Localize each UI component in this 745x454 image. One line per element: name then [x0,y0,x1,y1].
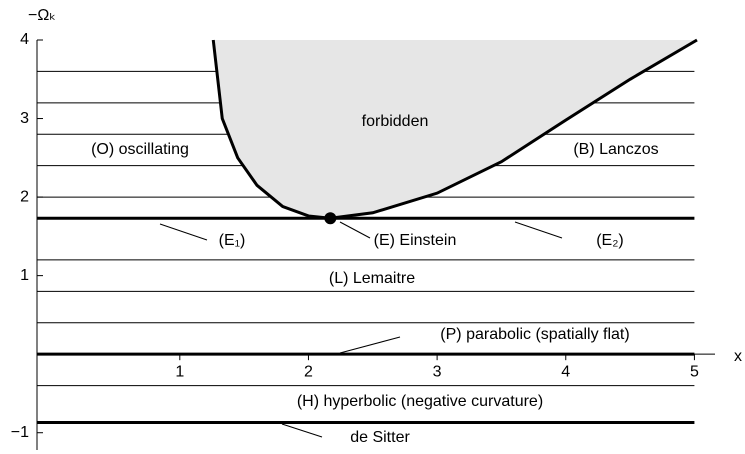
annotation-pointer [514,221,563,239]
x-tick-label: 1 [175,363,184,380]
y-tick-label: 1 [20,267,29,284]
forbidden-region [213,40,697,219]
x-tick-label: 2 [304,363,313,380]
annotation: (P) parabolic (spatially flat) [440,326,629,343]
annotation: (E₂) [596,232,624,249]
annotation-pointer [339,221,371,239]
x-axis-label: x [734,348,742,365]
y-axis-label: −Ωₖ [28,7,56,24]
annotation: (B) Lanczos [573,141,658,158]
y-tick-label: 3 [20,110,29,127]
annotation: (E₁) [219,232,246,249]
y-tick-label: 2 [20,188,29,205]
y-tick-label: 4 [20,31,29,48]
annotation: (E) Einstein [374,232,457,249]
einstein-point [324,212,337,225]
x-tick-label: 4 [561,363,570,380]
annotation: (O) oscillating [91,141,189,158]
annotation-pointer [281,423,323,438]
x-tick-label: 5 [690,363,699,380]
annotation-pointer [159,223,208,241]
annotation: de Sitter [350,429,410,446]
annotation: forbidden [362,113,429,130]
y-tick-label: −1 [11,424,29,441]
annotation-pointer [339,336,401,354]
annotation: (L) Lemaitre [329,270,415,287]
x-tick-label: 3 [433,363,442,380]
annotation: (H) hyperbolic (negative curvature) [297,393,543,410]
